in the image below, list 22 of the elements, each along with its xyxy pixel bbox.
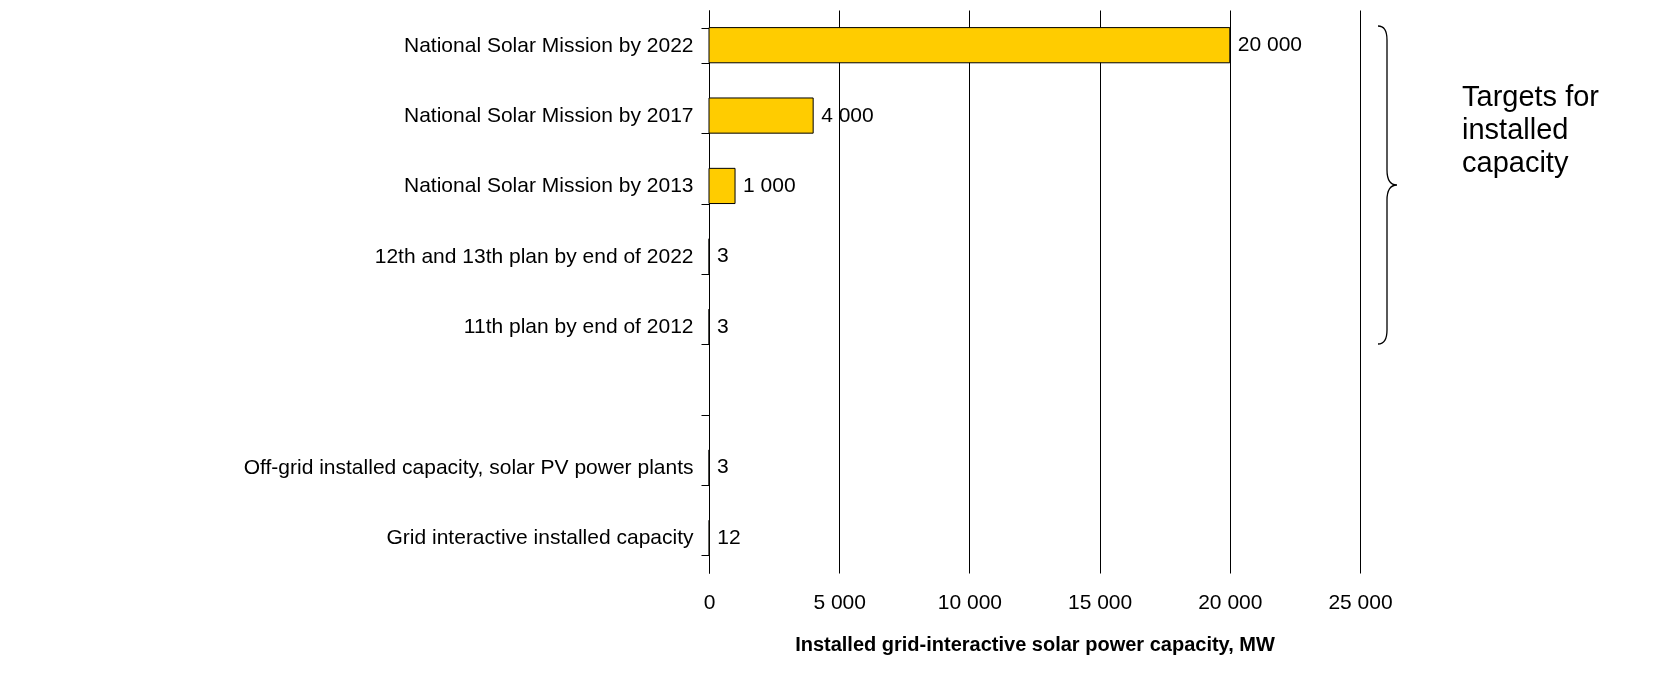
data-label: 3 (717, 243, 729, 267)
data-label: 20 000 (1237, 32, 1303, 56)
x-tick-label: 20 000 (1198, 589, 1263, 613)
data-label: 4 000 (821, 102, 874, 126)
x-axis-title: Installed grid-interactive solar power capacity, MW (795, 632, 1275, 655)
data-label: 3 (717, 454, 729, 478)
data-label: 3 (717, 313, 729, 337)
y-tick-label: 12th and 13th plan by end of 2022 (374, 243, 694, 267)
data-label: 12 (717, 524, 741, 548)
y-tick-label: 11th plan by end of 2012 (463, 314, 694, 338)
y-tick-label: National Solar Mission by 2013 (404, 173, 694, 197)
x-tick-label: 15 000 (1067, 589, 1133, 613)
x-tick-label: 25 000 (1328, 589, 1393, 613)
x-tick-label: 5 000 (813, 589, 866, 613)
y-tick-label: Grid interactive installed capacity (386, 525, 694, 549)
x-tick-label: 10 000 (937, 589, 1003, 613)
x-tick-label: 0 (703, 589, 716, 613)
y-tick-label: National Solar Mission by 2022 (404, 32, 694, 56)
y-tick-label: Off-grid installed capacity, solar PV power plants (243, 454, 694, 478)
data-label: 1 000 (743, 172, 796, 196)
y-tick-label: National Solar Mission by 2017 (404, 103, 694, 127)
text: Targets for installed capacity (1462, 80, 1600, 179)
